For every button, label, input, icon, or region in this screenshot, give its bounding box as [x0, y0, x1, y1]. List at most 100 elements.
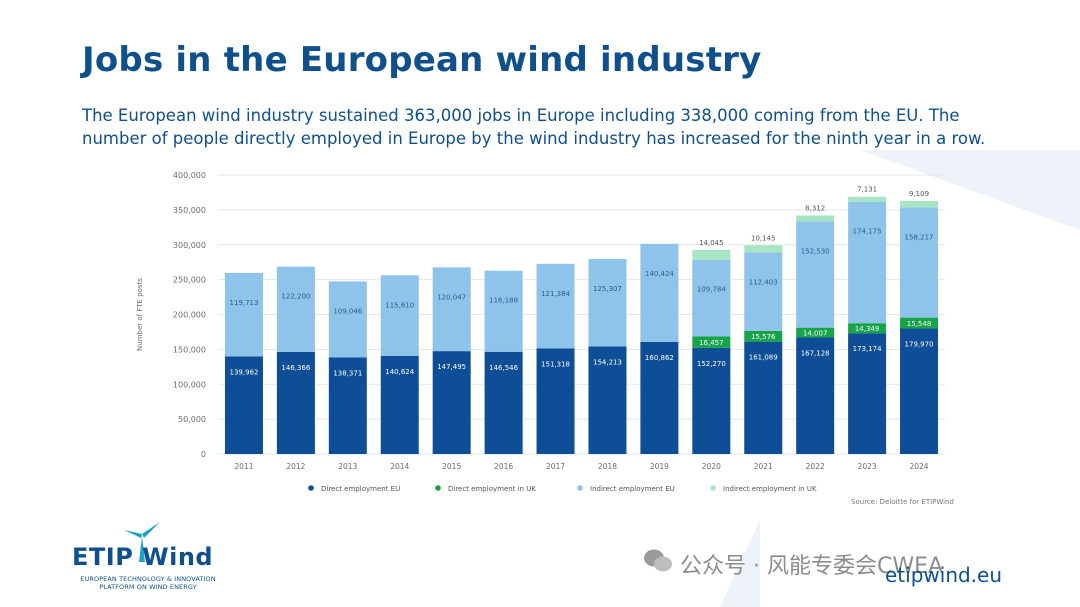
data-label: 112,403 [749, 278, 778, 286]
slide-subtitle: The European wind industry sustained 363… [82, 106, 986, 148]
data-label: 158,217 [905, 233, 934, 241]
bar-segment [744, 341, 783, 454]
logo-tagline: EUROPEAN TECHNOLOGY & INNOVATION PLATFOR… [72, 575, 224, 591]
x-tick-label: 2018 [598, 462, 617, 471]
bar-segment [900, 328, 939, 454]
data-label: 119,713 [229, 299, 258, 307]
data-label: 109,046 [333, 307, 362, 315]
bar-segment [692, 249, 731, 260]
x-tick-label: 2011 [234, 462, 253, 471]
bar-segment [796, 327, 835, 338]
y-tick-label: 350,000 [173, 206, 206, 215]
x-tick-label: 2013 [338, 462, 357, 471]
bar-segment [224, 356, 263, 454]
data-label: 146,546 [489, 364, 518, 372]
bar-segment [380, 275, 419, 356]
background-shape [860, 150, 1080, 230]
data-label: 109,784 [697, 286, 726, 294]
bar-segment [848, 196, 887, 202]
bar-segment [744, 245, 783, 253]
website-link[interactable]: etipwind.eu [885, 563, 1003, 587]
bar-segment [744, 252, 783, 331]
bar-segment [900, 200, 939, 208]
wind-turbine-icon [124, 522, 160, 562]
legend-marker [577, 485, 583, 491]
legend-marker [435, 485, 441, 491]
y-tick-label: 50,000 [178, 415, 206, 424]
x-tick-label: 2015 [442, 462, 461, 471]
bar-segment [276, 266, 315, 352]
data-label: 140,424 [645, 270, 674, 278]
y-tick-label: 100,000 [173, 380, 206, 389]
x-tick-label: 2016 [494, 462, 513, 471]
bar-segment [484, 270, 523, 352]
legend-entry: Direct employment in UK [448, 485, 536, 493]
data-label: 8,312 [805, 204, 825, 212]
bar-segment [692, 336, 731, 348]
wechat-icon [644, 549, 672, 572]
data-label: 138,371 [333, 369, 362, 377]
data-label: 161,089 [749, 354, 778, 362]
legend-marker [308, 485, 314, 491]
legend-entry: Indirect employment EU [590, 485, 675, 493]
bar-segment [692, 259, 731, 337]
background-shape [720, 520, 760, 607]
slide-title: Jobs in the European wind industry [82, 40, 762, 80]
legend-marker [710, 485, 716, 491]
etip-wind-logo: ETIP Wind EUROPEAN TECHNOLOGY & INNOVATI… [72, 522, 242, 597]
data-label: 120,047 [437, 293, 466, 301]
bar-segment [900, 207, 939, 318]
data-label: 116,188 [489, 297, 518, 305]
bar-segment [848, 201, 887, 324]
data-label: 16,457 [699, 339, 724, 347]
data-label: 147,495 [437, 363, 466, 371]
bar-segment [796, 221, 835, 328]
data-label: 7,131 [857, 186, 877, 194]
y-tick-label: 250,000 [173, 276, 206, 285]
y-tick-label: 200,000 [173, 311, 206, 320]
data-label: 151,318 [541, 360, 570, 368]
data-label: 14,007 [803, 330, 828, 338]
x-tick-label: 2021 [754, 462, 773, 471]
bar-segment [432, 267, 471, 352]
bar-segment [276, 351, 315, 454]
bar-segment [380, 355, 419, 454]
bar-segment [588, 259, 627, 347]
data-label: 115,610 [385, 301, 414, 309]
y-axis-label: Number of FTE posts [136, 278, 144, 351]
bar-segment [588, 346, 627, 454]
data-label: 140,624 [385, 368, 414, 376]
x-tick-label: 2014 [390, 462, 409, 471]
bar-segment [432, 351, 471, 454]
bar-segment [328, 357, 367, 454]
bar-segment [744, 330, 783, 342]
data-label: 14,349 [855, 325, 880, 333]
data-label: 125,307 [593, 285, 622, 293]
source-note: Source: Deloitte for ETIPWind [851, 498, 954, 506]
legend-entry: Indirect employment in UK [723, 485, 817, 493]
data-label: 173,174 [853, 345, 882, 353]
data-label: 14,045 [699, 239, 724, 247]
x-tick-label: 2020 [702, 462, 721, 471]
data-label: 15,576 [751, 333, 776, 341]
logo-tagline-line1: EUROPEAN TECHNOLOGY & INNOVATION [80, 575, 216, 583]
bar-segment [796, 215, 835, 222]
x-tick-label: 2019 [650, 462, 669, 471]
x-tick-label: 2024 [909, 462, 928, 471]
y-tick-label: 0 [201, 450, 206, 459]
bar-segment [900, 317, 939, 329]
x-tick-label: 2022 [806, 462, 825, 471]
bar-segment [536, 263, 575, 349]
data-label: 139,962 [229, 368, 258, 376]
x-tick-label: 2012 [286, 462, 305, 471]
data-label: 146,366 [281, 364, 310, 372]
y-tick-label: 150,000 [173, 345, 206, 354]
data-label: 10,145 [751, 234, 776, 242]
y-tick-label: 300,000 [173, 241, 206, 250]
y-tick-label: 400,000 [173, 171, 206, 180]
data-label: 15,548 [907, 320, 932, 328]
bar-segment [640, 341, 679, 454]
bar-segment [640, 243, 679, 342]
bar-segment [796, 337, 835, 454]
